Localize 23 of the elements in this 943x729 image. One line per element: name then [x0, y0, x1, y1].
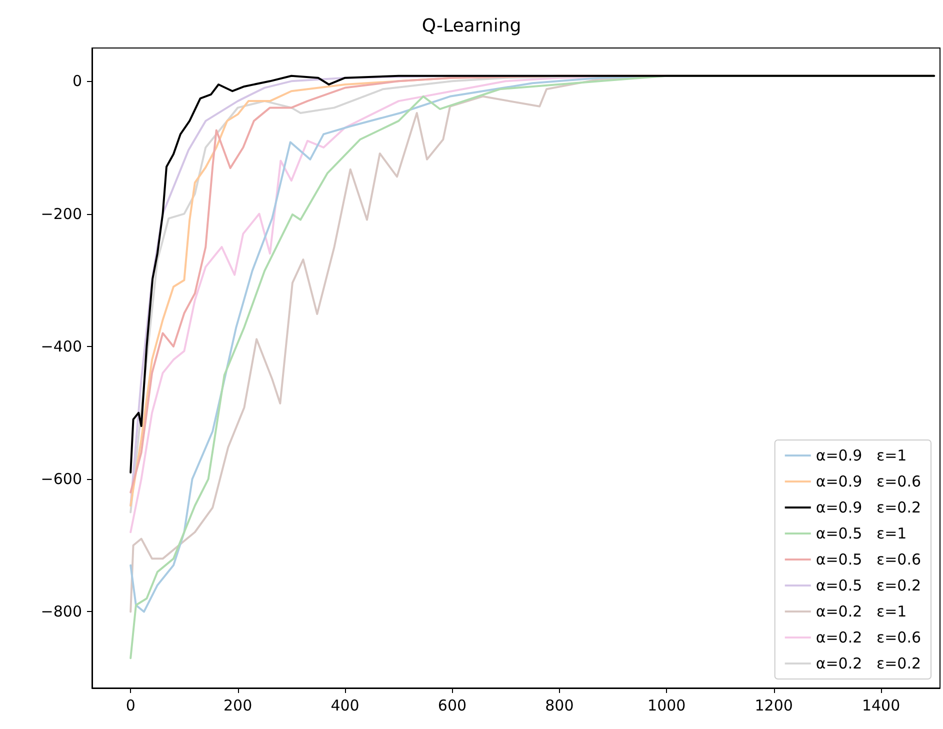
x-tick-label: 400	[330, 696, 360, 714]
legend-label: α=0.5 ε=0.6	[816, 550, 922, 568]
legend-label: α=0.2 ε=1	[816, 602, 907, 620]
legend-label: α=0.9 ε=0.2	[816, 498, 922, 516]
legend-label: α=0.2 ε=0.6	[816, 628, 922, 646]
x-tick-label: 1200	[754, 696, 793, 714]
y-tick-label: 0	[72, 72, 82, 90]
x-tick-label: 600	[438, 696, 467, 714]
x-tick-label: 800	[545, 696, 574, 714]
legend-label: α=0.9 ε=0.6	[816, 472, 922, 490]
x-tick-label: 1400	[862, 696, 900, 714]
y-tick-label: −600	[40, 470, 82, 488]
y-tick-label: −400	[40, 337, 82, 356]
chart-title: Q-Learning	[422, 16, 522, 36]
x-tick-label: 1000	[648, 696, 686, 714]
legend-label: α=0.9 ε=1	[816, 446, 907, 464]
x-tick-label: 200	[223, 696, 252, 714]
y-tick-label: −200	[40, 204, 82, 223]
legend-label: α=0.5 ε=0.2	[816, 576, 922, 594]
legend-label: α=0.5 ε=1	[816, 524, 907, 542]
x-tick-label: 0	[126, 696, 136, 714]
y-tick-label: −800	[40, 602, 82, 621]
legend-label: α=0.2 ε=0.2	[816, 654, 922, 672]
